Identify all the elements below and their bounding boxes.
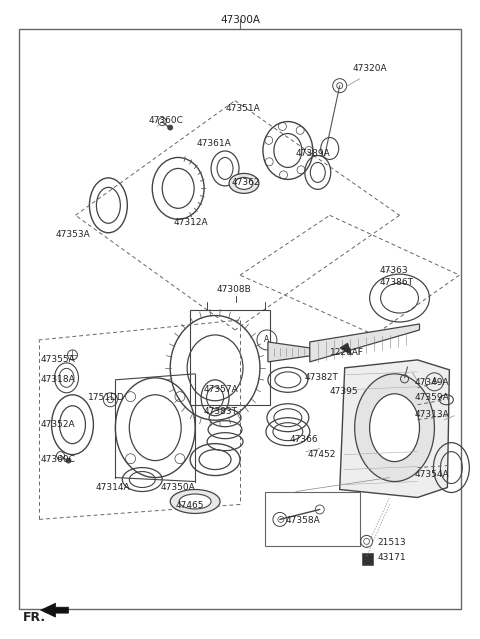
Text: 47354A: 47354A — [415, 470, 449, 479]
Text: 47308B: 47308B — [216, 285, 252, 294]
Text: 47395: 47395 — [330, 387, 359, 396]
Text: 47314A: 47314A — [96, 483, 130, 492]
Text: 47352A: 47352A — [41, 420, 75, 429]
Ellipse shape — [370, 394, 420, 461]
Text: 1751DD: 1751DD — [88, 393, 125, 403]
Text: 47366: 47366 — [290, 435, 319, 444]
Text: 47382T: 47382T — [305, 373, 339, 382]
Polygon shape — [361, 553, 372, 566]
Text: 47320A: 47320A — [353, 65, 387, 73]
Text: A: A — [432, 377, 437, 387]
Text: 47386T: 47386T — [380, 277, 414, 287]
Polygon shape — [340, 360, 449, 498]
Text: 47383T: 47383T — [203, 407, 237, 416]
Ellipse shape — [235, 178, 253, 189]
Text: 47389A: 47389A — [296, 149, 331, 158]
Bar — [265, 491, 360, 546]
Text: 47452: 47452 — [308, 450, 336, 459]
Text: 47358A: 47358A — [286, 516, 320, 525]
Text: 47357A: 47357A — [203, 385, 238, 394]
Ellipse shape — [170, 489, 220, 514]
Circle shape — [66, 458, 71, 463]
Text: 1220AF: 1220AF — [330, 348, 364, 357]
Text: A: A — [264, 335, 270, 344]
Circle shape — [168, 125, 173, 130]
Text: 47359A: 47359A — [415, 393, 449, 403]
Text: 47465: 47465 — [175, 501, 204, 510]
Text: 47351A: 47351A — [226, 104, 261, 113]
Text: 47363: 47363 — [380, 266, 408, 275]
Text: 47349A: 47349A — [415, 378, 449, 387]
Polygon shape — [340, 343, 352, 355]
Text: 47350A: 47350A — [160, 483, 195, 492]
Text: 47361A: 47361A — [196, 139, 231, 148]
Text: 47312A: 47312A — [173, 218, 208, 227]
Polygon shape — [41, 603, 69, 617]
Text: 47353A: 47353A — [56, 230, 90, 239]
Text: 47362: 47362 — [232, 178, 261, 187]
Text: 43171: 43171 — [378, 553, 406, 562]
Polygon shape — [268, 342, 310, 362]
Polygon shape — [310, 324, 420, 362]
Text: 47313A: 47313A — [415, 410, 449, 419]
Text: 47318A: 47318A — [41, 375, 75, 384]
Ellipse shape — [229, 173, 259, 194]
Text: 47360C: 47360C — [148, 116, 183, 125]
Text: FR.: FR. — [23, 611, 46, 624]
Text: 47355A: 47355A — [41, 355, 75, 364]
Text: 47360C: 47360C — [41, 455, 75, 464]
Ellipse shape — [179, 494, 211, 509]
Text: 47300A: 47300A — [220, 15, 260, 25]
Text: 21513: 21513 — [378, 538, 406, 547]
Ellipse shape — [355, 374, 434, 482]
Bar — [190, 310, 270, 404]
